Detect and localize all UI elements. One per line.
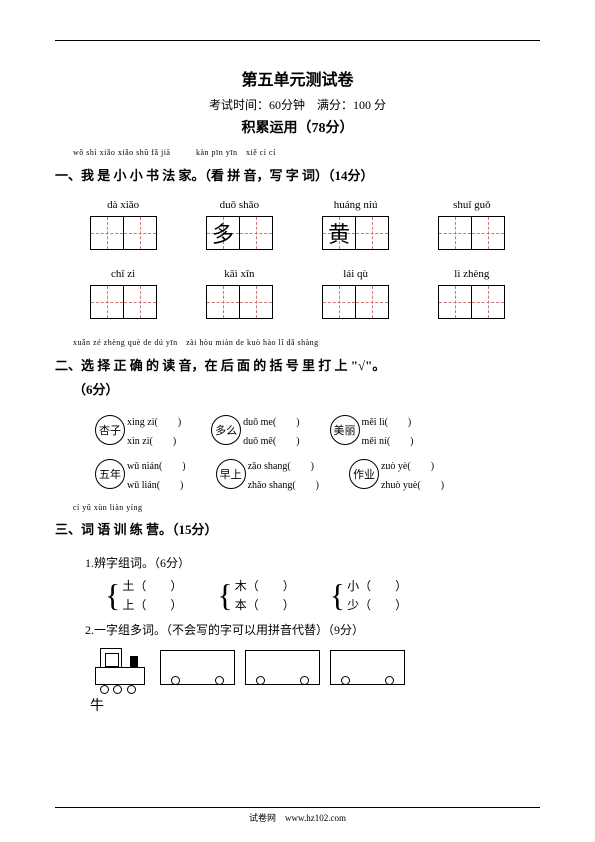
q2-row-2: 五年 wǔ nián( )wǔ lián( ) 早上 zǎo shang( )z…: [95, 457, 540, 491]
q1-row-2: chǐ zi kāi xīn lái qù lì zhèng: [55, 268, 540, 319]
q1-heading: 一、我 是 小 小 书 法 家。（看 拼 音，写 字 词）（14分）: [55, 164, 540, 187]
brace-item: { 小（ ）少（ ）: [330, 577, 407, 613]
q1-pinyin: shuǐ guǒ: [453, 199, 491, 211]
q3-pinyin-line: cí yǔ xùn liàn yíng: [55, 503, 540, 512]
q2-item: 多么 duō me( )duō mē( ): [211, 413, 299, 447]
q1-pinyin: lái qù: [343, 268, 368, 280]
q1-pinyin-line: wǒ shì xiǎo xiǎo shū fǎ jiā kàn pīn yīn …: [55, 147, 540, 158]
q2-row-1: 杏子 xìng zi( )xìn zi( ) 多么 duō me( )duō m…: [95, 413, 540, 447]
q1-pinyin: chǐ zi: [111, 268, 135, 280]
brace-item: { 木（ ）本（ ）: [217, 577, 294, 613]
brace-group: { 土（ ）上（ ） { 木（ ）本（ ） { 小（ ）少（ ）: [105, 577, 540, 613]
q2-char: 作业: [349, 459, 379, 489]
q2-char: 美丽: [330, 415, 360, 445]
q2-item: 美丽 měi lì( )měi ní( ): [330, 413, 414, 447]
q2-char: 多么: [211, 415, 241, 445]
q1-item: lái qù: [322, 268, 389, 319]
q1-item: huáng niú 黄: [322, 199, 389, 250]
q1-item: duō shǎo 多: [206, 199, 273, 250]
q3-sub1: 1.辨字组词。（6分）: [85, 554, 540, 571]
q1-pinyin: dà xiǎo: [107, 199, 139, 211]
q1-row-1: dà xiǎo duō shǎo 多 huáng niú 黄 shuǐ guǒ: [55, 199, 540, 250]
exam-info: 考试时间：60分钟 满分：100 分: [55, 96, 540, 113]
train-char: 牛: [90, 695, 104, 715]
q1-pinyin: duō shǎo: [220, 199, 259, 211]
q2-item: 作业 zuò yè( )zhuò yuè( ): [349, 457, 444, 491]
q1-pinyin: huáng niú: [334, 199, 378, 211]
q1-item: kāi xīn: [206, 268, 273, 319]
footer: 试卷网 www.hz102.com: [0, 807, 595, 824]
q3-sub2: 2.一字组多词。（不会写的字可以用拼音代替）（9分）: [85, 621, 540, 638]
q2-char: 杏子: [95, 415, 125, 445]
q2-char: 早上: [216, 459, 246, 489]
q2-item: 早上 zǎo shang( )zhǎo shang( ): [216, 457, 319, 491]
train-car: [160, 650, 235, 685]
q2-heading: 二、选 择 正 确 的 读 音，在 后 面 的 括 号 里 打 上 "√"。 （…: [55, 354, 540, 401]
q1-pinyin: lì zhèng: [454, 268, 489, 280]
page-title: 第五单元测试卷: [55, 66, 540, 90]
train-diagram: 牛: [95, 648, 540, 693]
footer-text: 试卷网 www.hz102.com: [249, 813, 346, 823]
top-rule: [55, 40, 540, 41]
q2-item: 五年 wǔ nián( )wǔ lián( ): [95, 457, 186, 491]
q1-item: chǐ zi: [90, 268, 157, 319]
q3-heading: 三、词 语 训 练 营。（15分）: [55, 518, 540, 541]
train-car: [330, 650, 405, 685]
q1-item: dà xiǎo: [90, 199, 157, 250]
brace-item: { 土（ ）上（ ）: [105, 577, 182, 613]
q1-pinyin: kāi xīn: [224, 268, 254, 280]
section-title: 积累运用（78分）: [55, 117, 540, 137]
q2-char: 五年: [95, 459, 125, 489]
q1-item: shuǐ guǒ: [438, 199, 505, 250]
locomotive-icon: 牛: [95, 648, 150, 693]
q1-item: lì zhèng: [438, 268, 505, 319]
q2-pinyin-line: xuǎn zé zhèng què de dú yīn zài hòu miàn…: [55, 337, 540, 348]
train-car: [245, 650, 320, 685]
q2-item: 杏子 xìng zi( )xìn zi( ): [95, 413, 181, 447]
